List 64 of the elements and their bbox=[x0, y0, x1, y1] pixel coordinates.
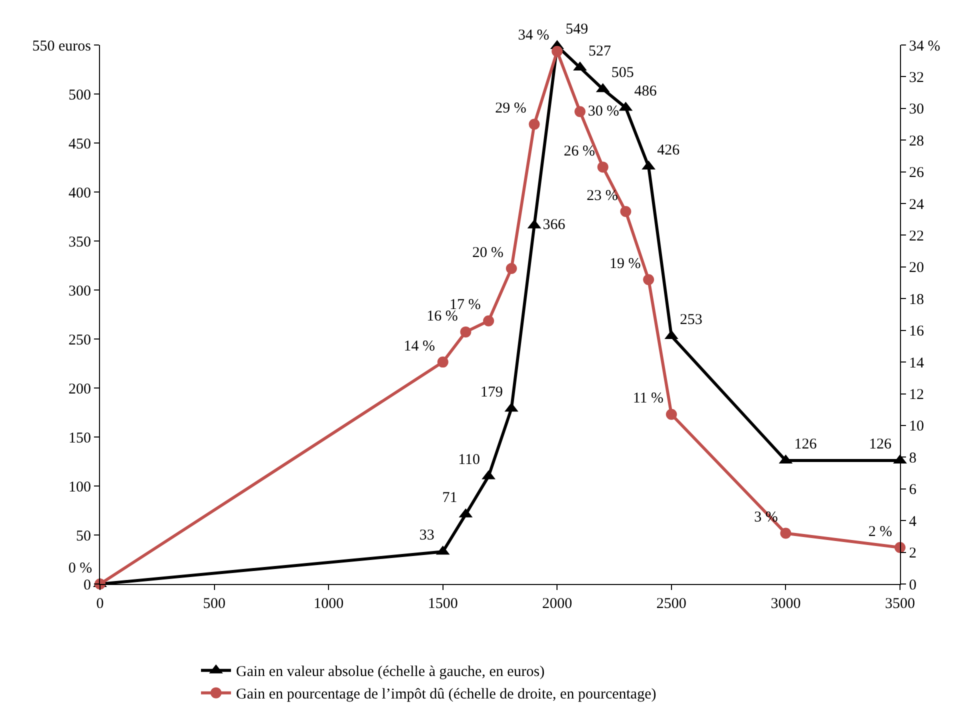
data-label: 20 % bbox=[472, 244, 504, 261]
data-label: 19 % bbox=[609, 256, 641, 272]
data-label: 33 bbox=[419, 527, 434, 544]
y2-tick-label: 6 bbox=[909, 482, 917, 498]
data-label: 179 bbox=[480, 384, 503, 400]
data-label: 426 bbox=[657, 142, 680, 158]
data-label: 366 bbox=[542, 217, 566, 234]
data-label: 505 bbox=[611, 64, 634, 81]
y2-tick-label: 26 bbox=[909, 165, 924, 182]
data-label: 14 % bbox=[404, 338, 435, 354]
x-tick-label: 3000 bbox=[770, 596, 801, 612]
y2-tick-label: 0 bbox=[909, 577, 916, 594]
data-label: 11 % bbox=[632, 390, 664, 407]
y2-tick-label: 12 bbox=[909, 387, 924, 404]
y2-tick-label: 2 bbox=[909, 546, 916, 562]
y2-tick-label: 34 % bbox=[909, 38, 940, 54]
data-label: 253 bbox=[680, 312, 702, 328]
x-tick-label: 3500 bbox=[885, 596, 915, 612]
y-tick-label: 300 bbox=[68, 283, 91, 300]
y2-tick-label: 32 bbox=[909, 70, 924, 86]
x-tick-label: 500 bbox=[203, 596, 226, 612]
data-label: 30 % bbox=[588, 103, 620, 120]
y2-tick-label: 4 bbox=[909, 514, 917, 530]
data-label: 527 bbox=[588, 43, 612, 60]
data-label: 126 bbox=[869, 436, 892, 452]
y-tick-label: 250 bbox=[68, 332, 91, 348]
y-tick-label: 550 euros bbox=[32, 38, 92, 54]
y-tick-label: 400 bbox=[68, 185, 91, 202]
y-tick-label: 200 bbox=[68, 381, 91, 398]
y2-tick-label: 18 bbox=[909, 292, 924, 308]
data-label: 26 % bbox=[564, 143, 595, 160]
y-tick-label: 450 bbox=[68, 136, 91, 152]
y-tick-label: 350 bbox=[68, 234, 91, 250]
y-tick-label: 150 bbox=[68, 430, 91, 446]
y2-tick-label: 14 bbox=[909, 355, 924, 372]
y2-tick-label: 8 bbox=[909, 450, 916, 466]
x-tick-label: 2500 bbox=[656, 596, 686, 612]
y2-tick-label: 24 bbox=[909, 196, 924, 213]
y2-tick-label: 16 bbox=[909, 324, 924, 340]
y-tick-label: 100 bbox=[68, 479, 91, 496]
y-tick-label: 0 bbox=[84, 577, 91, 594]
data-label: 126 bbox=[794, 436, 818, 452]
y2-tick-label: 30 bbox=[909, 102, 924, 118]
x-tick-label: 2000 bbox=[542, 596, 572, 612]
legend-label: Gain en valeur absolue (échelle à gauche, en euros) bbox=[236, 664, 545, 680]
x-tick-label: 0 bbox=[96, 596, 104, 612]
x-tick-label: 1500 bbox=[428, 596, 458, 612]
data-label: 29 % bbox=[495, 100, 526, 117]
legend-label: Gain en pourcentage de l’impôt dû (échelle de droite, en pourcentage) bbox=[236, 686, 656, 703]
data-label: 110 bbox=[458, 452, 480, 468]
data-label: 0 % bbox=[68, 560, 92, 576]
data-label: 23 % bbox=[586, 188, 618, 204]
y2-tick-label: 28 bbox=[909, 133, 924, 150]
y-tick-label: 500 bbox=[68, 87, 91, 104]
x-tick-label: 1000 bbox=[314, 596, 344, 612]
data-label: 549 bbox=[566, 22, 588, 38]
y2-tick-label: 22 bbox=[909, 228, 924, 244]
data-label: 486 bbox=[634, 83, 658, 100]
y2-tick-label: 20 bbox=[909, 260, 924, 276]
y-tick-label: 50 bbox=[76, 528, 91, 544]
data-label: 34 % bbox=[518, 28, 550, 44]
y2-tick-label: 10 bbox=[909, 418, 924, 435]
data-label: 2 % bbox=[868, 524, 892, 540]
data-label: 71 bbox=[442, 490, 458, 506]
